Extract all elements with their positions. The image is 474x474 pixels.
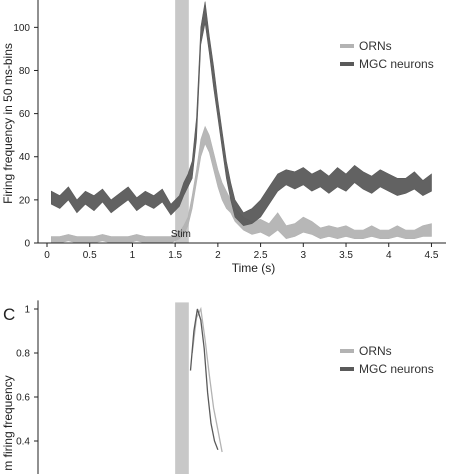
series-lines (189, 306, 223, 453)
series-line-orns (191, 306, 223, 453)
x-tick-label: 2.5 (254, 250, 268, 261)
y-tick-label: 1 (24, 305, 30, 316)
legend-label-mgc: MGC neurons (359, 57, 434, 71)
series-line-mgc-neurons (189, 308, 219, 451)
axes (37, 0, 446, 244)
y-tick-label: 0 (24, 239, 30, 250)
legend: ORNs MGC neurons (340, 39, 434, 71)
y-tick-label: 40 (19, 152, 31, 163)
x-tick-label: 2 (215, 250, 221, 261)
y-tick-label: 80 (19, 66, 31, 77)
stim-window-bar (175, 302, 189, 474)
y-tick-label: 60 (19, 109, 31, 120)
x-tick-label: 1 (130, 250, 136, 261)
y-ticks: 0 20 40 60 80 100 (13, 23, 38, 250)
panel-b-chart: 0 20 40 60 80 100 0 0.5 1 1.5 2 2.5 3 3.5 4 4.5 Stim T… (1, 0, 446, 275)
legend-label-mgc: MGC neurons (359, 362, 434, 376)
legend-label-orns: ORNs (359, 344, 392, 358)
x-tick-label: 3 (301, 250, 307, 261)
y-axis-label: Firing frequency in 50 ms-bins (1, 43, 15, 204)
series-bands (51, 1, 432, 244)
legend: ORNs MGC neurons (340, 344, 434, 376)
y-ticks: 0.4 0.6 0.8 1 (16, 305, 38, 448)
y-tick-label: 20 (19, 195, 31, 206)
x-tick-label: 4.5 (425, 250, 439, 261)
x-tick-label: 0.5 (83, 250, 97, 261)
x-ticks: 0 0.5 1 1.5 2 2.5 3 3.5 4 4.5 (44, 243, 439, 261)
y-tick-label: 100 (13, 23, 30, 34)
legend-label-orns: ORNs (359, 39, 392, 53)
y-tick-label: 0.6 (16, 393, 30, 404)
series-band-mgc-neurons (51, 1, 432, 227)
y-tick-label: 0.4 (16, 437, 30, 448)
x-axis-label: Time (s) (232, 261, 276, 275)
stim-annotation: Stim (171, 229, 191, 240)
x-tick-label: 4 (386, 250, 392, 261)
x-tick-label: 1.5 (168, 250, 182, 261)
panel-letter-c: C (3, 305, 15, 324)
x-tick-label: 0 (44, 250, 50, 261)
x-tick-label: 3.5 (339, 250, 353, 261)
y-tick-label: 0.8 (16, 349, 30, 360)
panel-c-chart: C 0.4 0.6 0.8 1 m firing frequency ORNs MGC… (1, 300, 434, 474)
y-axis-label: m firing frequency (1, 375, 15, 470)
